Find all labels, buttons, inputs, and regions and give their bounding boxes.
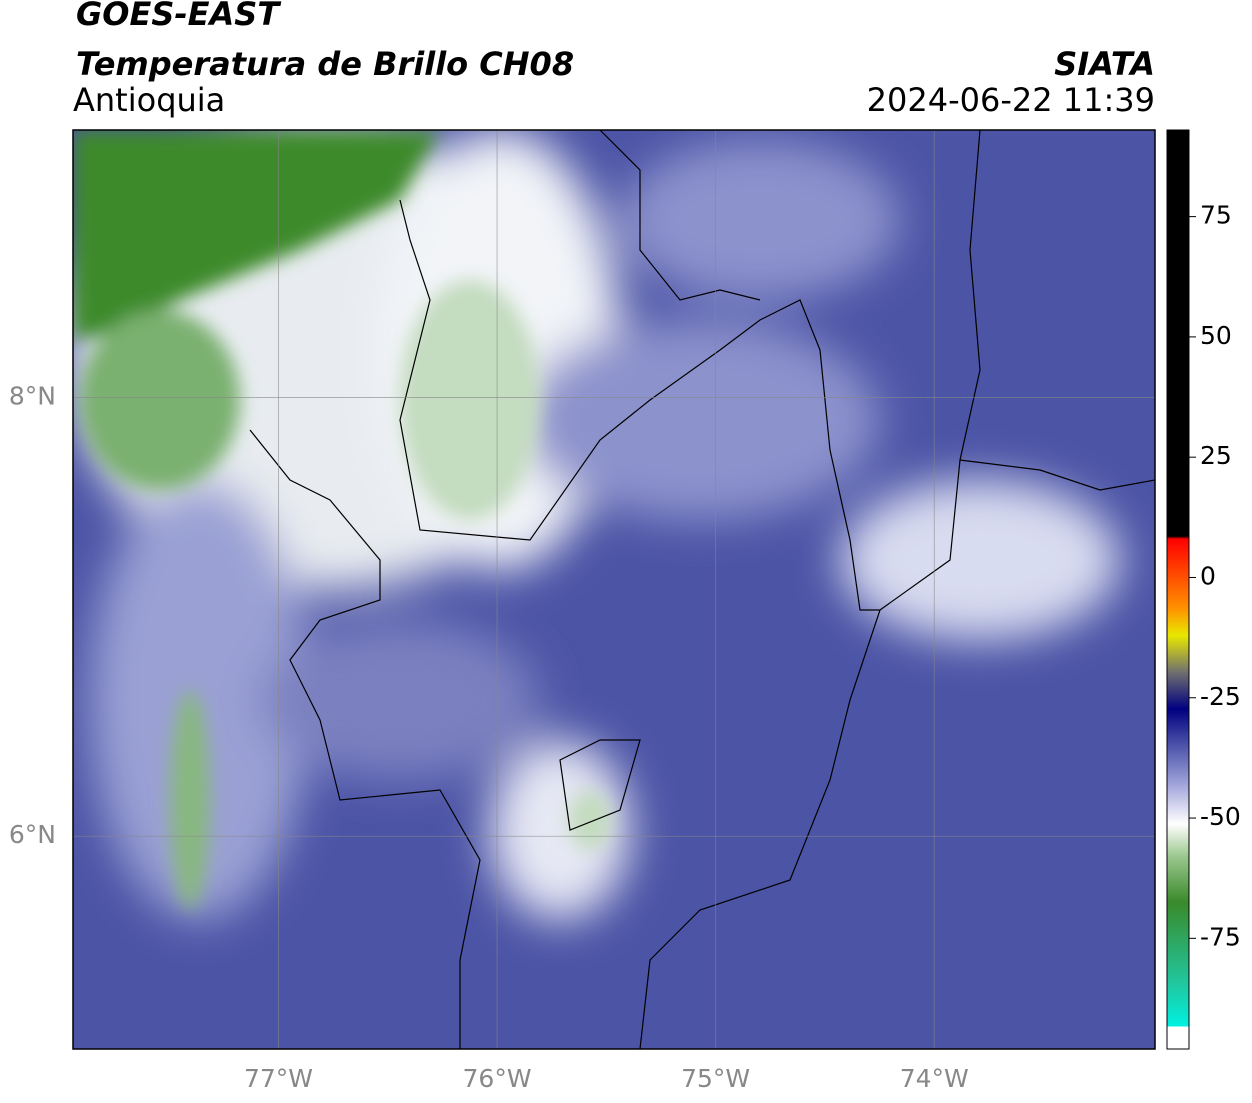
x-tick-label: 74°W: [900, 1064, 969, 1093]
colorbar-tick-label: -75: [1200, 922, 1241, 951]
colorbar: [1166, 129, 1190, 1050]
source: SIATA: [1054, 45, 1155, 83]
colorbar-tick-label: 75: [1200, 201, 1232, 230]
colorbar-tick-label: -25: [1200, 682, 1241, 711]
colorbar-tick-label: -50: [1200, 802, 1241, 831]
x-tick-label: 77°W: [244, 1064, 313, 1093]
map-frame: [72, 129, 1156, 1050]
colorbar-tick-label: 25: [1200, 441, 1232, 470]
map-grid: 77°W 76°W 75°W 74°W 8°N 6°N: [9, 130, 1155, 1093]
datetime: 2024-06-22 11:39: [867, 81, 1155, 119]
y-tick-label: 6°N: [9, 820, 56, 849]
colorbar-tick-label: 0: [1200, 561, 1216, 590]
title: GOES-EAST: [76, 0, 281, 33]
subtitle: Temperatura de Brillo CH08: [76, 45, 574, 83]
x-tick-label: 76°W: [463, 1064, 532, 1093]
y-tick-label: 8°N: [9, 382, 56, 411]
x-tick-label: 75°W: [681, 1064, 750, 1093]
colorbar-tick-label: 50: [1200, 321, 1232, 350]
region: Antioquia: [73, 81, 225, 119]
satellite-image: [73, 130, 1155, 1049]
colorbar-ticks: 75 50 25 0 -25 -50 -75: [1189, 201, 1241, 951]
